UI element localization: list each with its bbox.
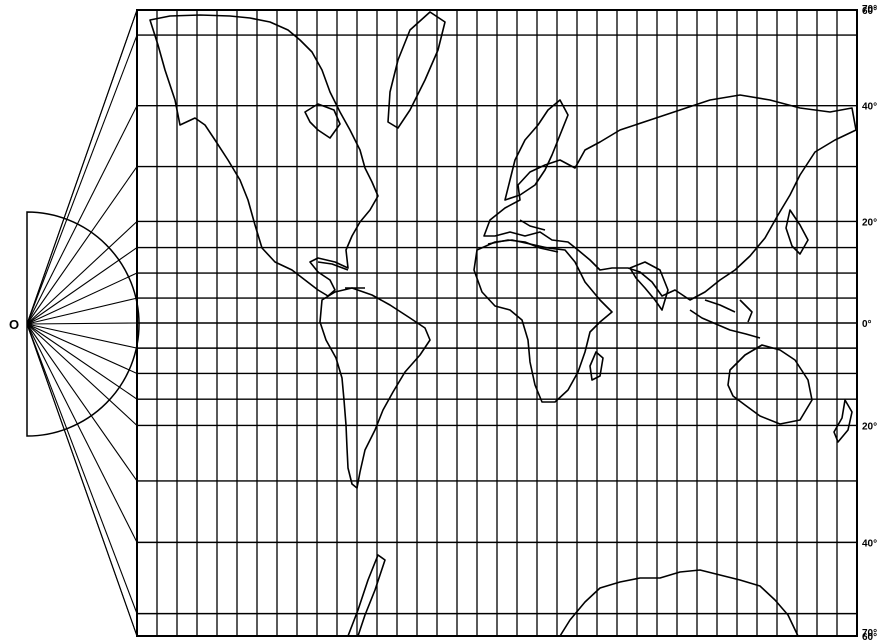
projection-ray	[26, 166, 138, 325]
south-america-outline	[319, 287, 431, 489]
latitude-labels: 70°60°40°20°0°20°40°60°70°	[862, 4, 877, 640]
latitude-label: 70°	[862, 628, 877, 639]
projection-rays	[26, 9, 138, 637]
japan-outline	[785, 209, 809, 255]
latitude-label: 20°	[862, 217, 877, 228]
parallel-lines	[137, 9, 857, 637]
projection-ray	[26, 323, 138, 637]
new-zealand-outline	[833, 399, 853, 443]
mediterranean-outline	[487, 219, 559, 253]
projection-ray	[26, 323, 138, 426]
projection-ray	[26, 272, 138, 325]
projection-ray	[26, 247, 138, 325]
antarctica-outline	[559, 569, 799, 637]
latitude-label: 70°	[862, 4, 877, 15]
projection-ray	[26, 323, 138, 482]
latitude-label: 20°	[862, 421, 877, 432]
projection-ray	[26, 297, 138, 325]
north-america-outline	[149, 14, 379, 297]
hudson-bay-outline	[304, 103, 341, 139]
greenland-outline	[387, 11, 446, 129]
projection-ray	[26, 105, 138, 325]
projection-ray	[26, 221, 138, 325]
latitude-label: 40°	[862, 538, 877, 549]
projection-ray	[26, 9, 138, 325]
projection-semicircle	[26, 211, 140, 437]
southeast-asia-islands-outline	[689, 299, 761, 339]
caribbean-islands-outline	[317, 261, 365, 289]
latitude-label: 60°	[862, 632, 877, 640]
projection-ray	[26, 323, 138, 543]
projection-ray	[26, 323, 138, 374]
projection-ray	[26, 323, 138, 400]
latitude-label: 0°	[862, 319, 872, 330]
projection-ray	[26, 34, 138, 325]
europe-asia-outline	[483, 94, 857, 301]
madagascar-outline	[589, 351, 604, 381]
latitude-label: 40°	[862, 102, 877, 113]
scandinavia-outline	[504, 99, 569, 201]
projection-ray	[26, 323, 138, 614]
latitude-label: 60°	[862, 6, 877, 17]
projection-ray	[26, 323, 138, 349]
africa-outline	[473, 239, 613, 403]
origin-label: O	[9, 317, 19, 332]
australia-outline	[727, 344, 813, 425]
indian-subcontinent-outline	[629, 261, 669, 311]
continent-outlines	[149, 11, 857, 637]
projection-ray	[26, 322, 138, 325]
antarctic-peninsula-outline	[347, 554, 386, 637]
